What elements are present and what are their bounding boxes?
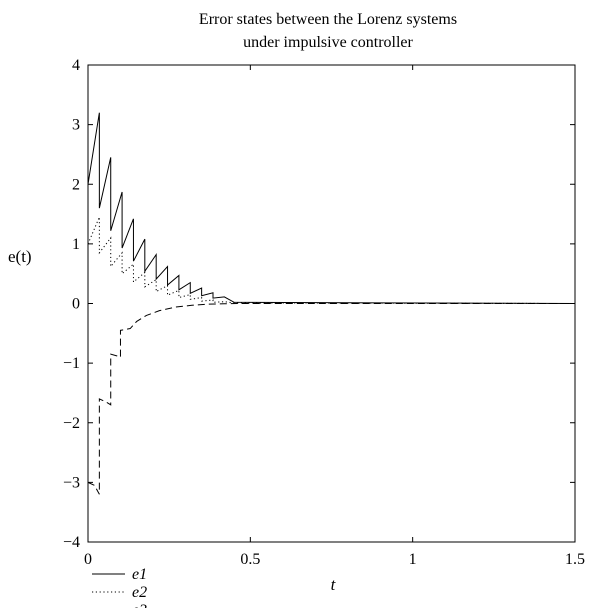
y-tick-label: −3 [63, 474, 80, 491]
y-axis-label: e(t) [8, 247, 32, 266]
legend-label-e1: e1 [132, 566, 147, 583]
y-tick-label: −2 [63, 415, 80, 432]
series-line-e2 [87, 216, 576, 304]
x-axis-label: t [331, 575, 337, 594]
chart-title-line-1: Error states between the Lorenz systems [199, 11, 457, 28]
y-tick-label: 0 [72, 296, 80, 313]
axis-ticks: 0 0.5 1 1.5 −4 −3 −2 −1 0 1 2 3 4 [63, 57, 585, 568]
y-tick-label: −4 [63, 534, 80, 551]
x-tick-label: 1 [409, 551, 417, 568]
x-tick-label: 0.5 [240, 551, 260, 568]
y-tick-label: 4 [72, 57, 80, 74]
y-tick-label: 1 [72, 236, 80, 253]
x-tick-label: 1.5 [565, 551, 585, 568]
series-layer [87, 112, 576, 495]
legend-label-e2: e2 [132, 584, 147, 601]
legend: e1e2e3 [92, 566, 147, 608]
x-tick-label: 0 [84, 551, 92, 568]
series-line-e3 [87, 303, 575, 495]
y-tick-label: 3 [72, 117, 80, 134]
series-line-e1 [87, 112, 576, 304]
chart-title-line-2: under impulsive controller [243, 34, 413, 51]
legend-label-e3: e3 [132, 602, 147, 608]
y-tick-label: 2 [72, 176, 80, 193]
y-tick-label: −1 [63, 355, 80, 372]
